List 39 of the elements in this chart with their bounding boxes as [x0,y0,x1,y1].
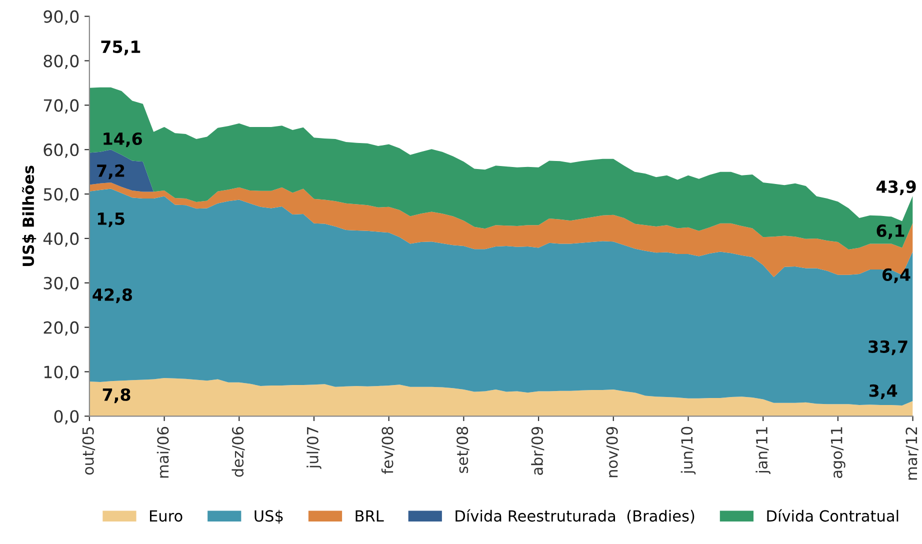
x-tick-label: set/08 [456,426,470,473]
x-tick-label: ago/11 [831,427,846,478]
x-tick-label: jul/07 [306,427,322,469]
annotation: 75,1 [101,40,140,56]
legend-label: US$ [254,510,283,524]
y-tick-label: 30,0 [44,276,79,292]
y-tick-label: 50,0 [44,188,79,202]
x-tick-label: nov/09 [606,426,620,478]
annotation: 7,2 [97,164,124,180]
x-tick-label: dez/06 [232,426,245,477]
annotation: 1,5 [98,212,124,228]
legend-label: Euro [150,510,182,522]
annotation: 3,4 [869,384,898,400]
x-tick-label: out/05 [82,427,96,475]
y-tick-label: 10,0 [44,366,79,380]
y-tick-label: 90,0 [44,10,79,25]
annotation: 14,6 [104,132,142,148]
y-tick-label: 0,0 [54,410,79,424]
y-tick-label: 80,0 [44,54,79,70]
x-tick-label: fev/08 [381,426,394,474]
y-tick-label: 70,0 [44,99,79,114]
x-tick-label: jun/10 [680,426,696,474]
annotation: 43,9 [876,180,916,196]
y-tick-label: 40,0 [43,232,79,247]
x-tick-label: mar/12 [906,427,918,480]
x-tick-label: jan/11 [756,427,770,474]
annotation: 6,4 [882,268,910,284]
y-tick-label: 20,0 [44,321,79,336]
annotation: 6,1 [876,224,904,240]
annotation: 33,7 [868,340,908,356]
legend-label: BRL [356,510,384,522]
legend-label: Dívida Reestruturada (Bradies) [456,509,694,524]
annotation: 42,8 [92,288,132,304]
annotation: 7,8 [102,388,130,404]
y-tick-label: 60,0 [44,144,79,158]
x-tick-label: mai/06 [156,426,170,478]
legend-label: Dívida Contratual [767,509,898,522]
x-tick-label: abr/09 [531,426,544,475]
y-axis-title: US$ Bilhões [22,166,36,266]
